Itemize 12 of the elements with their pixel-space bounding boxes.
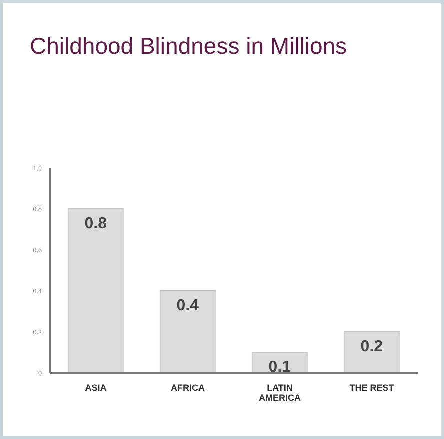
chart-title: Childhood Blindness in Millions <box>30 32 348 61</box>
x-tick-label: AFRICA <box>171 383 206 393</box>
data-label: 0.8 <box>84 215 108 232</box>
data-label: 0.4 <box>176 297 200 314</box>
x-tick-label: LATIN AMERICA <box>259 383 302 403</box>
x-tick-label: ASIA <box>85 383 108 393</box>
x-tick-label: THE REST <box>350 383 395 393</box>
bar <box>68 208 124 373</box>
data-label: 0.2 <box>360 338 384 356</box>
data-label: 0.1 <box>268 358 292 376</box>
bar <box>344 332 400 373</box>
bar <box>160 290 216 373</box>
